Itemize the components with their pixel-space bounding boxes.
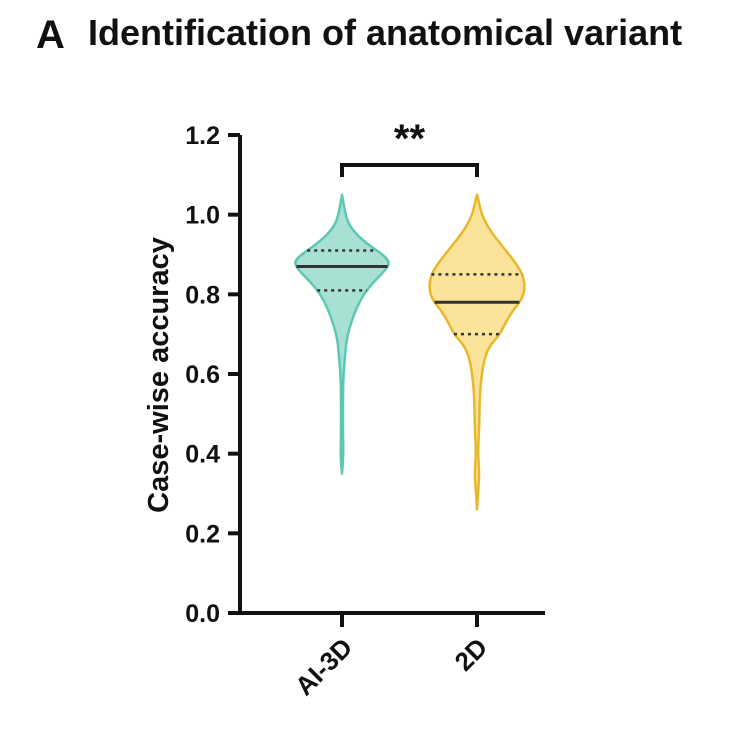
violin-ai-3d [294,193,390,475]
significance-label: ** [394,117,426,161]
y-tick-label: 1.2 [185,122,220,150]
violin-2d [428,193,526,511]
y-tick-label: 0.4 [185,441,220,469]
significance-bracket: ** [340,117,479,177]
y-axis-label: Case-wise accuracy [143,237,175,513]
violin-body [294,193,390,475]
violins [294,193,526,511]
violin-body [428,193,526,511]
plot-area: 0.0 0.2 0.4 0.6 0.8 1.0 1.2 AI-3D 2D ** [185,117,545,701]
y-tick-label: 0.8 [185,281,220,309]
panel-letter: A [36,13,65,57]
bracket-line [340,163,479,177]
y-tick-label: 0.6 [185,361,220,389]
y-tick-label: 1.0 [185,202,220,230]
y-tick-label: 0.2 [185,520,220,548]
chart-title: Identification of anatomical variant [88,12,682,53]
axes: 0.0 0.2 0.4 0.6 0.8 1.0 1.2 AI-3D 2D [185,122,545,701]
x-tick-label: AI-3D [289,632,358,701]
y-tick-label: 0.0 [185,600,220,628]
x-tick-label: 2D [449,632,494,677]
